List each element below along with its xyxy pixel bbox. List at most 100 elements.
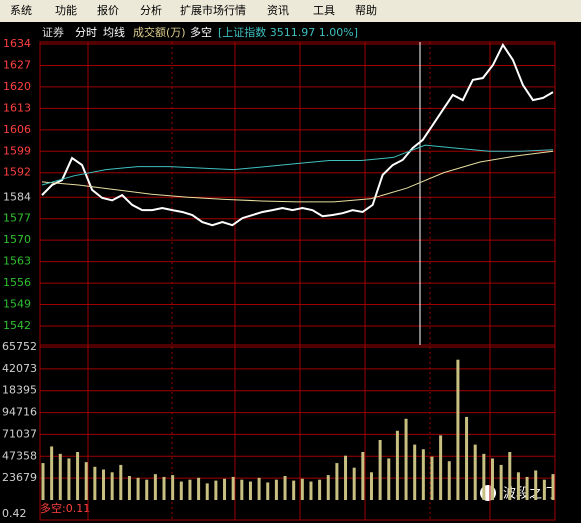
y-tick-label: 1570 [3,233,31,246]
volume-tick-label: 94716 [2,406,37,419]
volume-bar [283,476,287,500]
volume-bar [240,479,244,500]
menu-item[interactable]: 扩展市场行情 [180,3,246,17]
volume-bar [525,476,529,500]
volume-bar [344,455,348,500]
volume-bar [188,479,192,500]
menu-item[interactable]: 功能 [55,3,77,17]
volume-tick-label: 42073 [2,362,37,375]
volume-bar [542,479,546,500]
volume-tick-label: 71037 [2,427,37,440]
volume-bar [145,479,149,500]
volume-bar [534,470,538,500]
volume-bar [102,469,106,500]
volume-bar [205,483,209,500]
volume-bar [482,453,486,500]
axis-label: 0.42 [2,507,27,520]
y-tick-label: 1584 [3,190,31,203]
price-line [41,144,554,186]
menu-item[interactable]: 帮助 [355,3,377,17]
y-tick-label: 1620 [3,80,31,93]
volume-bar [378,440,382,500]
volume-bar [197,477,201,500]
volume-tick-label: 23679 [2,471,37,484]
volume-bar [84,462,88,500]
volume-bar [447,461,451,500]
y-tick-label: 1599 [3,144,31,157]
volume-label: 成交额(万) [133,25,186,39]
volume-bar [456,359,460,500]
volume-bar [318,479,322,500]
menu-item[interactable]: 资讯 [267,4,289,17]
index-info: [上证指数 3511.97 1.00%] [218,25,358,39]
volume-bar [551,474,555,500]
volume-tick-label: 47358 [2,449,37,462]
volume-bar [231,476,235,500]
volume-bar [257,477,261,500]
volume-tick-label: 18395 [2,384,37,397]
price-line [41,42,554,227]
y-tick-label: 1549 [3,298,31,311]
volume-bar [473,444,477,500]
tab[interactable]: 分时 [75,26,97,39]
volume-bar [214,480,218,500]
y-tick-label: 1592 [3,166,31,179]
y-tick-label: 1613 [3,101,31,114]
y-tick-label: 1542 [3,319,31,332]
tab[interactable]: 均线 [103,25,125,39]
volume-bar [76,452,80,500]
volume-bar [248,481,252,500]
stock-name: 证券 [42,25,64,39]
volume-bar [430,456,434,500]
volume-bar [50,446,54,500]
volume-bar [223,478,227,500]
volume-bar [326,475,330,500]
menu-item[interactable]: 系统 [10,4,32,17]
volume-bar [119,464,123,500]
volume-bar [490,458,494,500]
volume-bar [162,476,166,500]
volume-bar [110,472,114,500]
volume-bar [361,452,365,500]
volume-bar [266,482,270,500]
menu-bar [0,0,581,22]
volume-bar [508,452,512,500]
menu-item[interactable]: 分析 [140,3,162,17]
volume-bar [413,444,417,500]
volume-bar [153,474,157,500]
y-tick-label: 1634 [3,37,31,50]
volume-bar [58,453,62,500]
y-tick-label: 1606 [3,123,31,136]
volume-bar [136,477,140,500]
volume-bar [516,472,520,500]
watermark: 波段之门 [503,487,555,502]
menu-item[interactable]: 报价 [97,3,119,17]
chart-frame [39,41,556,521]
volume-bar [274,479,278,500]
volume-tick-label: 65752 [2,340,37,353]
volume-bar [300,478,304,500]
volume-bar [369,472,373,500]
volume-bar [309,481,313,500]
volume-bar [465,416,469,500]
menu-item[interactable]: 工具 [313,4,335,17]
volume-bar [67,458,71,500]
volume-bar [439,435,443,500]
volume-bar [292,480,296,500]
volume-bar [404,418,408,500]
y-tick-label: 1556 [3,276,31,289]
volume-bar [421,449,425,500]
price-line [41,150,554,203]
volume-bar [387,458,391,500]
volume-bar [171,475,175,500]
y-tick-label: 1563 [3,255,31,268]
volume-bar [179,481,183,500]
volume-bar [127,476,131,500]
volume-bar [93,466,97,500]
volume-bar [499,464,503,500]
volume-bar [395,430,399,500]
y-tick-label: 1627 [3,58,31,71]
volume-bar [335,463,339,500]
indicator-value: 多空:0.11 [40,501,90,515]
